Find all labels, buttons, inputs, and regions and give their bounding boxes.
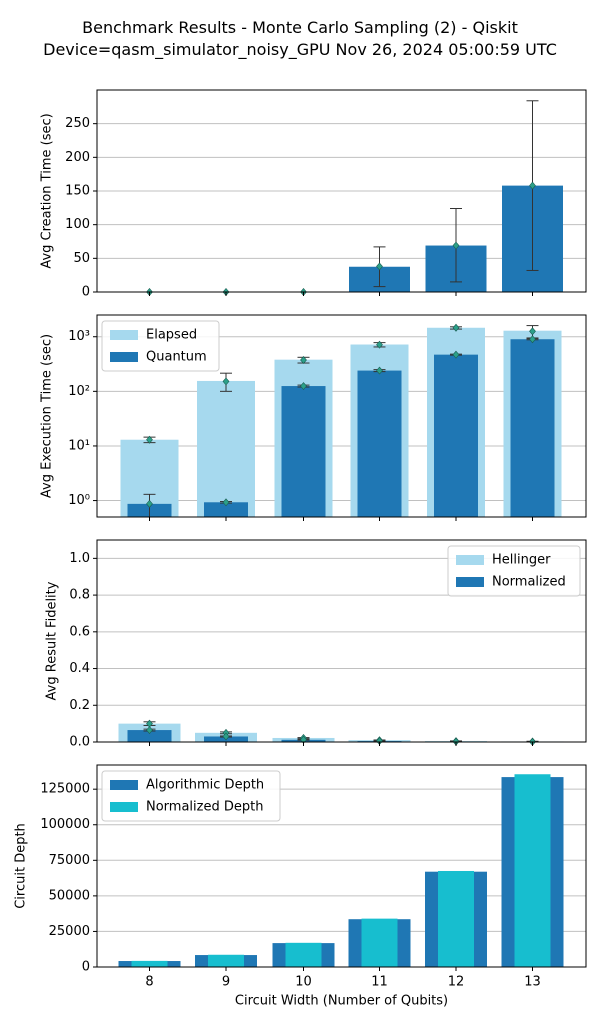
y-tick-label-0-3: 150 <box>65 184 90 199</box>
marker-quantum-8 <box>146 499 153 508</box>
x-axis-label-3: Circuit Width (Number of Qubits) <box>235 994 448 1009</box>
legend-depth-label-1: Normalized Depth <box>146 800 263 815</box>
marker-elapsed-13 <box>529 327 536 336</box>
legend-execution-swatch-0 <box>110 330 138 340</box>
y-tick-label-3-2: 50000 <box>49 888 90 903</box>
y-tick-label-3-4: 100000 <box>40 817 90 832</box>
x-tick-label-3-2: 10 <box>295 975 312 990</box>
legend-execution-label-1: Quantum <box>146 350 207 365</box>
legend-execution-label-0: Elapsed <box>146 328 197 343</box>
bar-normalized-depth-10 <box>285 942 322 967</box>
y-tick-label-2-3: 0.6 <box>69 624 90 639</box>
marker-elapsed-9 <box>222 377 230 386</box>
marker-creation-13 <box>529 181 536 190</box>
x-tick-label-3-1: 9 <box>222 975 230 990</box>
legend-depth <box>101 770 281 822</box>
bar-quantum-9 <box>204 502 248 517</box>
y-tick-label-3-1: 25000 <box>49 924 90 939</box>
marker-elapsed-12 <box>452 323 460 332</box>
y-tick-label-1-3: 10³ <box>68 329 90 344</box>
plot-frame-2 <box>96 539 587 743</box>
marker-elapsed-11 <box>376 340 383 349</box>
marker-normalized-8 <box>146 726 153 735</box>
bar-normalized-depth-12 <box>438 870 474 967</box>
marker-quantum-11 <box>376 366 383 375</box>
y-tick-label-3-3: 75000 <box>49 853 90 868</box>
bar-normalized-depth-8 <box>131 960 168 967</box>
legend-fidelity-label-0: Hellinger <box>492 553 551 568</box>
marker-quantum-10 <box>300 382 307 391</box>
figure-title-line-1: Benchmark Results - Monte Carlo Sampling… <box>82 18 518 37</box>
y-axis-label-2: Avg Result Fidelity <box>45 581 60 700</box>
marker-quantum-12 <box>452 350 460 359</box>
y-tick-label-0-1: 50 <box>73 251 90 266</box>
y-tick-label-2-1: 0.2 <box>69 698 90 713</box>
marker-elapsed-10 <box>300 356 307 364</box>
legend-depth-label-0: Algorithmic Depth <box>146 778 264 793</box>
bar-normalized-depth-13 <box>514 774 551 967</box>
marker-quantum-9 <box>222 498 230 507</box>
marker-normalized-9 <box>222 732 230 741</box>
y-tick-label-0-2: 100 <box>65 217 90 232</box>
x-tick-label-3-0: 8 <box>145 975 153 990</box>
y-tick-label-1-2: 10² <box>68 384 90 399</box>
x-tick-label-3-3: 11 <box>371 975 388 990</box>
y-tick-label-3-5: 125000 <box>40 782 90 797</box>
marker-elapsed-8 <box>146 435 153 444</box>
y-tick-label-0-0: 0 <box>82 285 90 300</box>
legend-fidelity-swatch-0 <box>456 555 484 565</box>
y-tick-label-2-0: 0.0 <box>69 735 90 750</box>
bar-quantum-11 <box>357 370 402 517</box>
y-tick-label-0-5: 250 <box>65 116 90 131</box>
bar-quantum-12 <box>434 354 478 517</box>
bar-normalized-8 <box>127 730 172 742</box>
x-tick-label-3-4: 12 <box>448 975 465 990</box>
marker-creation-12 <box>452 241 460 250</box>
y-tick-label-3-0: 0 <box>82 960 90 975</box>
y-tick-label-2-4: 0.8 <box>69 588 90 603</box>
y-tick-label-2-2: 0.4 <box>69 661 90 676</box>
figure-title-line-2: Device=qasm_simulator_noisy_GPU Nov 26, … <box>43 40 557 59</box>
x-tick-label-3-5: 13 <box>524 975 541 990</box>
y-axis-label-0: Avg Creation Time (sec) <box>40 113 55 268</box>
legend-execution-swatch-1 <box>110 352 138 362</box>
bar-quantum-10 <box>281 386 326 517</box>
y-tick-label-1-0: 10⁰ <box>68 493 90 508</box>
legend-fidelity-label-1: Normalized <box>492 575 566 590</box>
legend-depth-swatch-0 <box>110 780 138 790</box>
bar-elapsed-9 <box>197 380 255 517</box>
y-tick-label-1-1: 10¹ <box>68 438 90 453</box>
legend-depth-swatch-1 <box>110 802 138 812</box>
y-axis-label-3: Circuit Depth <box>14 823 29 909</box>
plot-frame-3 <box>96 764 587 968</box>
bar-quantum-13 <box>510 339 555 517</box>
bar-normalized-depth-11 <box>361 918 398 967</box>
legend-fidelity-swatch-1 <box>456 577 484 587</box>
y-axis-label-1: Avg Execution Time (sec) <box>40 334 55 498</box>
plot-frame-1 <box>96 314 587 518</box>
marker-creation-11 <box>376 262 383 271</box>
marker-quantum-13 <box>529 335 536 344</box>
bar-normalized-depth-9 <box>208 954 244 967</box>
y-tick-label-0-4: 200 <box>65 150 90 165</box>
y-tick-label-2-5: 1.0 <box>69 551 90 566</box>
